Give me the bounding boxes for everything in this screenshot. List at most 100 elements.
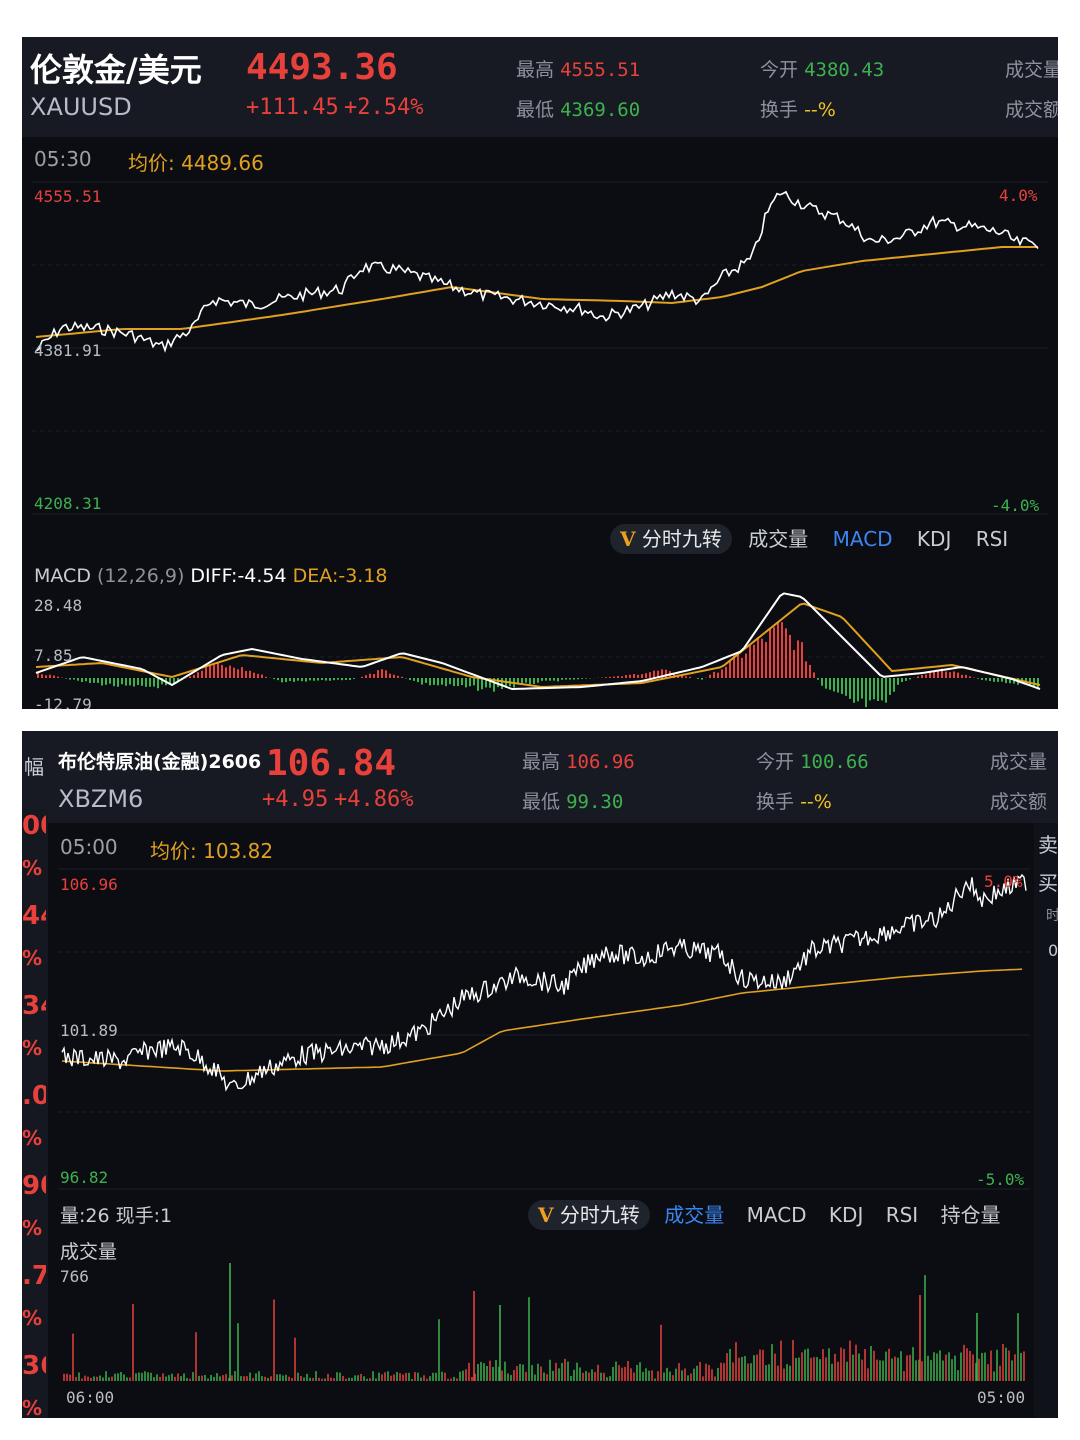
gold-header [22,37,1058,137]
macd-legend: MACD (12,26,9) DIFF:-4.54 DEA:-3.18 [34,565,388,587]
turnover-value: --% [800,791,832,813]
left-edge-value: .7 [22,1261,46,1291]
gold-quote-panel: 伦敦金/美元 XAUUSD 4493.36 +111.45 +2.54% 最高 … [22,37,1058,709]
indicator-tabs: V 分时九转 成交量 MACD KDJ RSI [610,523,1009,554]
high-stat: 最高 4555.51 [516,55,640,82]
brent-header [22,731,1058,823]
left-edge-value: 44 [22,901,46,931]
low-value: 4369.60 [560,99,641,121]
high-value: 4555.51 [560,59,641,81]
macd-dea: DEA:-3.18 [292,565,388,587]
open-value: 4380.43 [804,59,885,81]
instrument-code: XBZM6 [58,785,144,813]
left-edge-value: 90 [22,1171,46,1201]
left-edge-value: 36 [22,1351,46,1381]
open-label: 今开 [760,59,799,81]
instrument-name: 布伦特原油(金融)2606 [58,751,262,773]
low-stat: 最低 99.30 [522,787,623,814]
axis-bottom-price: 96.82 [60,1168,109,1187]
axis-bottom-price: 4208.31 [34,494,102,513]
price-change: +111.45 [246,95,339,120]
left-edge-value: % [22,1126,43,1150]
left-edge-value: % [22,1396,43,1418]
tab-rsi[interactable]: RSI [885,1203,919,1227]
turnover-value: --% [804,99,836,121]
tab-macd[interactable]: MACD [832,527,893,551]
volume-info: 量:26 现手:1 [60,1205,173,1227]
chart-time: 05:30 [34,147,92,171]
gold-intraday-chart [32,181,1048,708]
left-edge-value: % [22,1036,43,1060]
x-axis-end: 05:00 [977,1388,1026,1407]
tab-volume[interactable]: 成交量 [748,527,809,551]
macd-title: MACD [34,565,91,587]
axis-top-price: 4555.51 [34,187,102,206]
price-change: +4.95 [262,787,329,812]
volume-stat-label: 成交量 [1005,59,1058,81]
low-stat: 最低 4369.60 [516,95,640,122]
tab-kdj[interactable]: KDJ [916,527,952,551]
high-label: 最高 [522,751,561,773]
tab-kdj[interactable]: KDJ [828,1203,864,1227]
price-change-pct: +2.54% [344,95,424,120]
volume-axis-max: 766 [60,1267,89,1286]
edge-value: 0 [1048,941,1058,960]
left-edge-value: 00 [22,811,46,841]
left-edge-value: % [22,856,43,880]
tab-macd[interactable]: MACD [746,1203,807,1227]
avg-price-line [61,968,1023,1072]
right-neighbor-column [1034,823,1058,1418]
avg-label: 均价: [150,839,197,863]
macd-axis-top: 28.48 [34,596,83,615]
amount-stat-label: 成交额 [990,791,1048,813]
turnover-label: 换手 [760,99,799,121]
open-stat: 今开 100.66 [756,747,869,774]
tab-volume[interactable]: 成交量 [664,1203,725,1227]
volume-stat-label: 成交量 [990,751,1048,773]
low-label: 最低 [522,791,561,813]
low-value: 99.30 [566,791,624,813]
tab-label: 分时九转 [641,527,722,551]
tab-rsi[interactable]: RSI [975,527,1009,551]
tab-nine-turn[interactable]: V 分时九转 [610,524,732,554]
left-edge-value: % [22,1306,43,1330]
tab-nine-turn[interactable]: V 分时九转 [528,1200,650,1230]
last-price: 106.84 [266,743,397,784]
high-value: 106.96 [566,751,635,773]
volume-title: 成交量 [60,1241,118,1263]
macd-axis-bottom: -12.79 [34,695,92,709]
last-price: 4493.36 [246,47,398,88]
indicator-tabs: V 分时九转 成交量 MACD KDJ RSI 持仓量 [528,1199,1001,1230]
edge-label: 幅 [24,755,44,779]
high-stat: 最高 106.96 [522,747,635,774]
time-label: 时 [1046,908,1058,924]
avg-price-readout: 均价: 4489.66 [128,147,264,176]
open-value: 100.66 [800,751,869,773]
axis-mid-price: 101.89 [60,1021,118,1040]
price-line [61,873,1027,1092]
buy-label: 买 [1038,871,1058,895]
avg-value: 4489.66 [181,151,264,175]
axis-mid-price: 4381.91 [34,341,102,360]
amount-stat-label: 成交额 [1005,99,1058,121]
avg-label: 均价: [128,151,175,175]
brent-intraday-chart [58,868,1030,1381]
axis-top-pct: 4.0% [999,186,1038,205]
left-edge-value: % [22,946,43,970]
left-neighbor-column [22,809,48,1418]
avg-value: 103.82 [203,839,274,863]
v-icon: V [620,527,636,551]
price-line [35,190,1039,353]
axis-top-price: 106.96 [60,875,118,894]
axis-top-pct: 5.0% [984,872,1023,891]
axis-bottom-pct: -4.0% [991,496,1040,515]
tab-label: 分时九转 [559,1203,640,1227]
sell-label: 卖 [1038,833,1058,857]
axis-bottom-pct: -5.0% [976,1170,1025,1189]
turnover-stat: 换手 --% [756,787,832,814]
chart-time: 05:00 [60,835,118,859]
tab-open-interest[interactable]: 持仓量 [940,1203,1001,1227]
left-edge-value: 34 [22,991,46,1021]
open-label: 今开 [756,751,795,773]
macd-axis-mid: 7.85 [34,646,73,665]
